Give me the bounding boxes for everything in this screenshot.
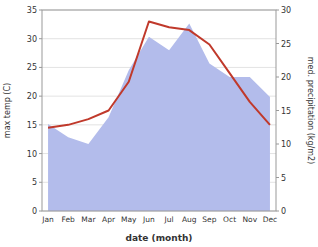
y2-tick-label: 30 [281, 6, 291, 15]
y-tick-label: 15 [27, 121, 37, 130]
y2-tick [276, 43, 279, 44]
x-tick-label: May [121, 215, 137, 224]
y-axis: 0 5 10 15 20 25 30 35 max temp (C) [3, 6, 42, 216]
y2-tick-label: 15 [281, 107, 291, 116]
plot-area [48, 21, 270, 211]
y2-tick [276, 144, 279, 145]
y-tick [39, 10, 42, 11]
chart-container: 0 5 10 15 20 25 30 35 max temp (C) 0 5 10 15 20 25 30 me… [0, 0, 318, 247]
y-tick [39, 182, 42, 183]
y-axis-label: max temp (C) [3, 83, 12, 138]
y-tick [39, 153, 42, 154]
x-tick-label: Nov [242, 215, 257, 224]
y-tick-label: 30 [27, 35, 37, 44]
y2-axis: 0 5 10 15 20 25 30 med. precipitation (kg/m2) [276, 6, 315, 216]
x-tick-label: Apr [102, 215, 116, 224]
chart-svg: 0 5 10 15 20 25 30 35 max temp (C) 0 5 10 15 20 25 30 me… [0, 0, 318, 247]
x-axis-label: date (month) [126, 233, 193, 243]
x-tick-label: Aug [182, 215, 197, 224]
y2-tick [276, 177, 279, 178]
y-tick [39, 67, 42, 68]
x-tick-label: Sep [202, 215, 216, 224]
y2-tick [276, 110, 279, 111]
y2-tick-label: 5 [281, 174, 286, 183]
y-tick-label: 35 [27, 6, 37, 15]
y2-tick [276, 77, 279, 78]
x-tick-label: Jul [164, 215, 174, 224]
temperature-line [48, 21, 270, 127]
y-tick [39, 211, 42, 212]
y2-tick [276, 10, 279, 11]
x-tick-label: Feb [62, 215, 76, 224]
x-tick-label: Mar [81, 215, 96, 224]
y2-tick-label: 10 [281, 140, 291, 149]
y-tick [39, 96, 42, 97]
x-axis: Jan Feb Mar Apr May Jun Jul Aug Sep Oct Nov Dec date… [41, 215, 277, 243]
precipitation-area [48, 23, 270, 211]
y2-tick-label: 0 [281, 207, 286, 216]
x-tick-label: Oct [223, 215, 236, 224]
plot-frame [42, 10, 276, 211]
x-tick-label: Jun [142, 215, 155, 224]
y-tick-label: 5 [32, 178, 37, 187]
y-tick [39, 124, 42, 125]
grid-line [42, 38, 276, 39]
x-tick-label: Jan [41, 215, 54, 224]
y-tick-label: 25 [27, 63, 37, 72]
y2-axis-label: med. precipitation (kg/m2) [306, 57, 315, 164]
x-tick-label: Dec [263, 215, 278, 224]
y2-tick-label: 20 [281, 73, 291, 82]
y-tick-label: 0 [32, 207, 37, 216]
y-tick-label: 10 [27, 150, 37, 159]
y2-tick [276, 211, 279, 212]
y-tick-label: 20 [27, 92, 37, 101]
grid [42, 10, 276, 211]
y2-tick-label: 25 [281, 40, 291, 49]
y-tick [39, 38, 42, 39]
